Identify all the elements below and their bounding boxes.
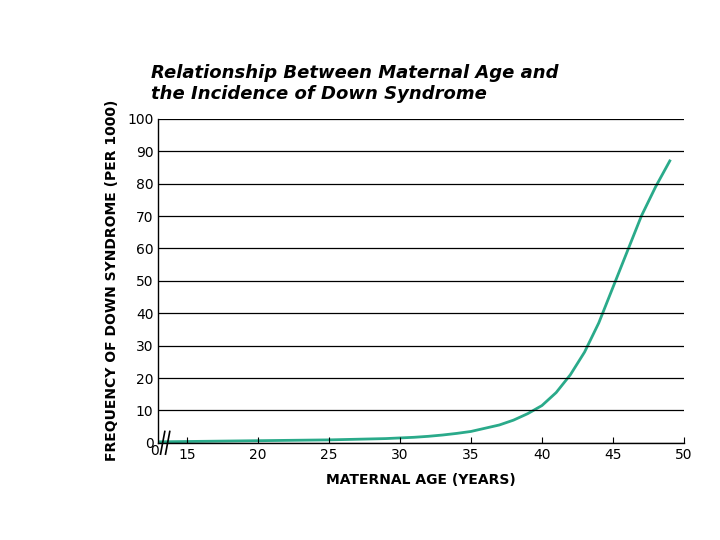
Text: 0: 0 (150, 444, 159, 458)
Y-axis label: FREQUENCY OF DOWN SYNDROME (PER 1000): FREQUENCY OF DOWN SYNDROME (PER 1000) (105, 100, 119, 462)
Text: Relationship Between Maternal Age and
the Incidence of Down Syndrome: Relationship Between Maternal Age and th… (151, 64, 559, 103)
X-axis label: MATERNAL AGE (YEARS): MATERNAL AGE (YEARS) (326, 473, 516, 487)
